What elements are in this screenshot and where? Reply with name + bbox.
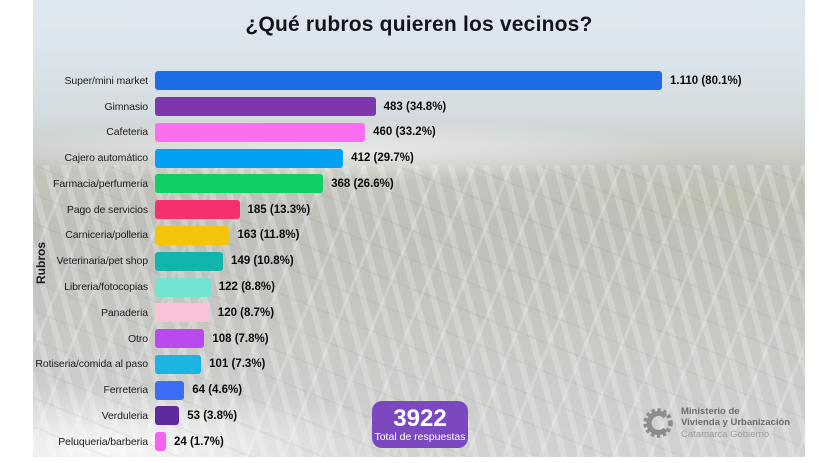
category-label: Pago de servicios	[66, 203, 148, 216]
bar-row: Rotiseria/comida al paso 101 (7.3%)	[35, 351, 742, 377]
value-label: 185 (13.3%)	[247, 203, 311, 216]
value-label: 460 (33.2%)	[373, 126, 436, 139]
bar	[155, 277, 211, 297]
value-label: 108 (7.8%)	[212, 332, 269, 345]
bar-row: Veterinaria/pet shop 149 (10.8%)	[35, 248, 742, 274]
bar-row: Super/mini market 1.110 (80.1%)	[35, 68, 742, 94]
value-label: 64 (4.6%)	[192, 384, 243, 397]
bar	[155, 225, 230, 245]
bar-row: Peluqueria/barberia 24 (1.7%)	[35, 429, 742, 455]
bar	[155, 251, 224, 271]
bar	[155, 71, 662, 91]
logo-line-2: Vivienda y Urbanización	[681, 417, 791, 429]
value-label: 412 (29.7%)	[351, 152, 414, 165]
bar	[155, 174, 324, 194]
value-label: 368 (26.6%)	[331, 177, 394, 190]
bar-row: Gimnasio 483 (34.8%)	[35, 94, 742, 120]
bar-row: Panaderia 120 (8.7%)	[35, 300, 742, 326]
bar-row: Otro 108 (7.8%)	[35, 326, 742, 352]
bar	[155, 122, 366, 142]
logo-line-1: Ministerio de	[681, 406, 740, 418]
bar	[155, 406, 180, 426]
category-label: Carniceria/polleria	[65, 229, 148, 242]
category-label: Gimnasio	[104, 100, 148, 113]
category-label: Rotiseria/comida al paso	[35, 358, 148, 371]
total-responses-caption: Total de respuestas	[374, 430, 466, 443]
bar-rows: Super/mini market 1.110 (80.1%) Gimnasio 48…	[35, 68, 742, 454]
category-label: Super/mini market	[64, 74, 149, 87]
total-responses-value: 3922	[393, 404, 447, 432]
bar-row: Verduleria 53 (3.8%)	[35, 403, 742, 429]
bar-row: Farmacia/perfumeria 368 (26.6%)	[35, 171, 742, 197]
bar-row: Carniceria/polleria 163 (11.8%)	[35, 223, 742, 249]
category-label: Farmacia/perfumeria	[53, 177, 148, 190]
bar	[155, 200, 240, 220]
gear-c-logo-icon	[643, 408, 673, 438]
ministry-logo: Ministerio de Vivienda y Urbanización Ca…	[641, 405, 790, 441]
value-label: 120 (8.7%)	[217, 306, 275, 319]
value-label: 163 (11.8%)	[237, 229, 300, 242]
value-label: 122 (8.8%)	[218, 281, 275, 293]
logo-line-3: Catamarca Gobierno	[681, 428, 770, 440]
bar-row: Libreria/fotocopias 122 (8.8%)	[35, 274, 742, 300]
category-label: Panaderia	[101, 306, 148, 319]
bar	[155, 148, 344, 168]
bar-row: Cajero automático 412 (29.7%)	[35, 145, 742, 171]
bar-row: Cafeteria 460 (33.2%)	[35, 120, 742, 146]
bar	[155, 380, 185, 400]
value-label: 101 (7.3%)	[209, 358, 266, 371]
category-label: Libreria/fotocopias	[64, 281, 148, 293]
category-label: Peluqueria/barberia	[58, 435, 148, 448]
bar-row: Ferreteria 64 (4.6%)	[35, 377, 742, 403]
value-label: 483 (34.8%)	[383, 100, 447, 113]
bar-row: Pago de servicios 185 (13.3%)	[35, 197, 742, 223]
category-label: Otro	[127, 332, 148, 345]
bar	[155, 97, 376, 117]
category-label: Ferreteria	[103, 384, 148, 397]
bar	[155, 432, 166, 452]
bar	[155, 329, 205, 349]
category-label: Cafeteria	[106, 126, 148, 139]
category-label: Veterinaria/pet shop	[56, 255, 149, 268]
category-label: Verduleria	[101, 409, 148, 422]
value-label: 149 (10.8%)	[231, 255, 294, 268]
value-label: 1.110 (80.1%)	[670, 74, 742, 87]
ministry-logo-text: Ministerio de Vivienda y Urbanización Ca…	[681, 406, 790, 440]
bar	[155, 354, 202, 374]
value-label: 53 (3.8%)	[187, 409, 238, 422]
value-label: 24 (1.7%)	[173, 435, 224, 448]
total-responses-badge: 3922 Total de respuestas	[372, 401, 468, 448]
category-label: Cajero automático	[64, 152, 148, 165]
bar	[155, 303, 210, 323]
chart-title: ¿Qué rubros quieren los vecinos?	[245, 13, 593, 36]
